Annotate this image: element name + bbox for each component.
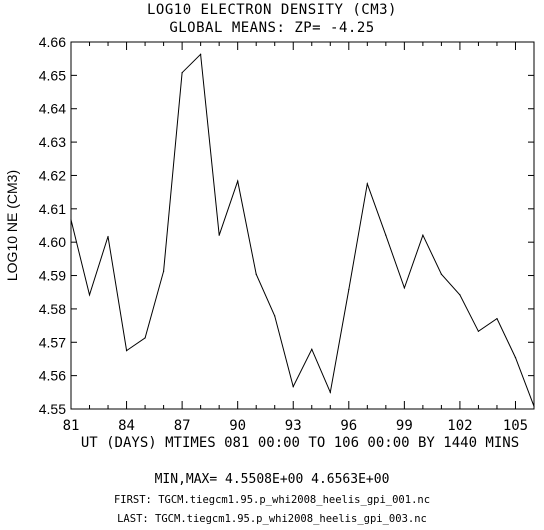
line-chart: 4.55 4.56 4.57 4.58 4.59 4.60 4.61 4.62 4.63 4.64… [4,34,535,451]
y-tick-label: 4.59 [39,268,66,284]
data-point [237,180,239,182]
y-tick-label: 4.55 [39,401,66,417]
y-tick-label: 4.65 [39,67,66,83]
data-point [514,357,517,359]
data-point [255,273,257,275]
chart-title: LOG10 ELECTRON DENSITY (CM3) [146,2,397,18]
data-point [88,294,91,296]
data-point [200,53,202,55]
y-tick-label: 4.58 [39,301,66,317]
x-axis: 81 84 87 90 93 96 99 102 105 [63,42,535,434]
x-tick-label: 93 [285,418,302,434]
data-point [292,386,294,388]
y-tick-label: 4.57 [39,334,66,350]
data-point [385,234,387,236]
data-point [311,348,313,350]
x-tick-label: 90 [229,418,246,434]
series-line [70,53,535,407]
x-tick-label: 87 [174,418,191,434]
x-tick-label: 81 [63,418,80,434]
data-point [144,337,146,339]
first-file-label: FIRST: TGCM.tiegcm1.95.p_whi2008_heelis_… [113,494,431,506]
y-tick-label: 4.56 [39,368,66,384]
chart-subtitle: GLOBAL MEANS: ZP= -4.25 [169,20,375,36]
y-tick-label: 4.63 [39,134,66,150]
data-point [366,183,368,185]
data-point [533,405,535,407]
x-tick-label: 99 [396,418,413,434]
data-point [218,234,220,236]
last-file-label: LAST: TGCM.tiegcm1.95.p_whi2008_heelis_g… [117,513,427,525]
data-point [329,391,331,393]
y-tick-label: 4.61 [39,201,66,217]
data-point [477,330,480,332]
x-tick-label: 105 [503,418,528,434]
data-point [163,270,165,272]
plot-frame [70,41,535,410]
y-axis-label: LOG10 NE (CM3) [4,170,20,281]
y-tick-label: 4.64 [39,101,66,117]
x-axis-label: UT (DAYS) MTIMES 081 00:00 TO 106 00:00 … [81,435,519,451]
data-point [181,72,183,74]
data-point [459,294,461,296]
data-point [348,288,350,291]
data-point [274,315,276,317]
series-points [70,53,535,407]
y-tick-label: 4.60 [39,234,66,250]
data-point [70,219,72,221]
data-point [422,234,424,236]
data-point [440,273,442,275]
data-point [125,350,128,352]
min-max-readout: MIN,MAX= 4.5508E+00 4.6563E+00 [154,472,390,487]
y-axis: 4.55 4.56 4.57 4.58 4.59 4.60 4.61 4.62 4.63 4.64… [39,34,534,417]
x-tick-label: 96 [340,418,357,434]
y-tick-label: 4.62 [39,167,66,183]
data-point [403,287,405,289]
y-tick-label: 4.66 [39,34,66,50]
data-point [107,235,109,238]
x-tick-label: 102 [447,418,472,434]
x-tick-label: 84 [118,418,135,434]
data-point [496,317,498,320]
